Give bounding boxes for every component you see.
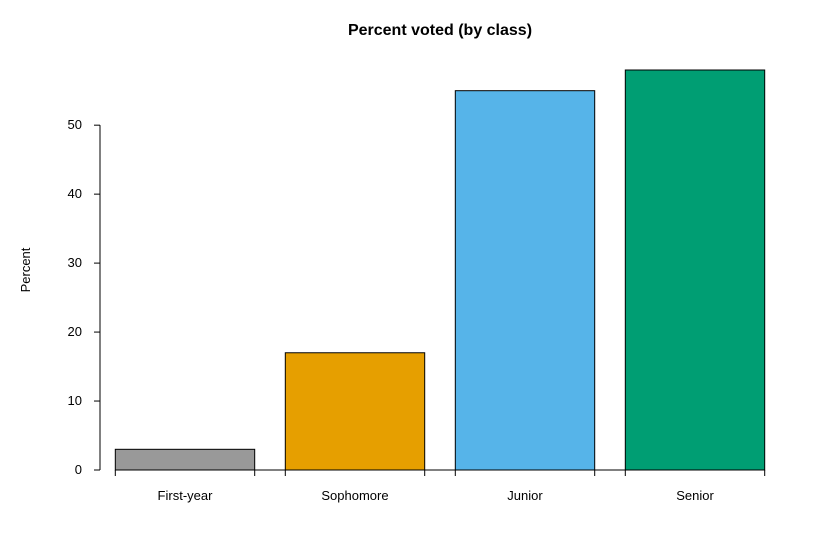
bar-sophomore bbox=[285, 353, 424, 470]
y-tick-label: 40 bbox=[68, 186, 82, 201]
y-tick-label: 0 bbox=[75, 462, 82, 477]
y-tick-label: 20 bbox=[68, 324, 82, 339]
chart-title: Percent voted (by class) bbox=[348, 22, 532, 39]
y-tick-label: 50 bbox=[68, 117, 82, 132]
y-axis-label: Percent bbox=[18, 247, 33, 292]
x-category-label: First-year bbox=[158, 488, 214, 503]
vote-by-class-chart: Percent voted (by class) Percent First-yea… bbox=[0, 0, 817, 553]
y-tick-label: 30 bbox=[68, 255, 82, 270]
bar-first-year bbox=[115, 449, 254, 470]
y-tick-label: 10 bbox=[68, 393, 82, 408]
x-category-label: Sophomore bbox=[321, 488, 388, 503]
bar-chart-svg: Percent voted (by class) Percent First-yea… bbox=[0, 0, 817, 553]
bar-junior bbox=[455, 91, 594, 470]
x-category-label: Junior bbox=[507, 488, 543, 503]
bar-senior bbox=[625, 70, 764, 470]
x-category-label: Senior bbox=[676, 488, 714, 503]
